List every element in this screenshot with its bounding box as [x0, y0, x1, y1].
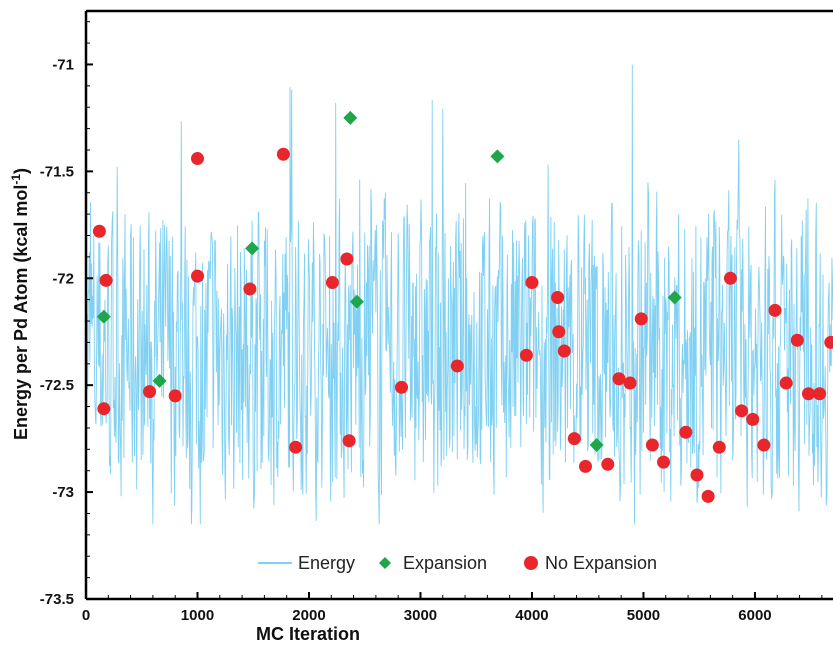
y-axis-title: Energy per Pd Atom (kcal mol-1): [9, 168, 31, 440]
x-tick-label: 1000: [181, 607, 214, 624]
energy-line-layer: [86, 64, 833, 525]
no-expansion-point: [168, 389, 182, 403]
no-expansion-point: [289, 440, 303, 454]
tick-labels: -73.5 -73 -72.5 -72 -71.5 -71 0 1000 2000 3000 400…: [40, 56, 772, 624]
no-expansion-point: [340, 252, 354, 266]
x-tick-label: 5000: [627, 607, 660, 624]
legend-energy-label: Energy: [298, 553, 355, 573]
expansion-point: [490, 149, 505, 164]
x-tick-label: 2000: [292, 607, 325, 624]
no-expansion-point: [519, 348, 533, 362]
no-expansion-point: [578, 459, 592, 473]
expansion-point: [667, 290, 682, 305]
y-tick-label: -72: [52, 270, 74, 287]
y-tick-label: -71.5: [40, 163, 74, 180]
expansion-point: [152, 373, 167, 388]
no-expansion-point: [97, 402, 111, 416]
no-expansion-point: [701, 489, 715, 503]
no-expansion-point: [190, 152, 204, 166]
no-expansion-point: [824, 335, 833, 349]
no-expansion-point: [99, 273, 113, 287]
no-expansion-point: [276, 147, 290, 161]
no-expansion-point: [712, 440, 726, 454]
no-expansion-point: [779, 376, 793, 390]
expansion-point: [589, 438, 604, 453]
marker-layer: [92, 110, 833, 503]
no-expansion-point: [790, 333, 804, 347]
legend-expansion-label: Expansion: [403, 553, 487, 573]
axes: [84, 9, 833, 601]
no-expansion-point: [801, 387, 815, 401]
no-expansion-point: [190, 269, 204, 283]
legend-expansion-swatch: [379, 557, 391, 569]
no-expansion-point: [243, 282, 257, 296]
no-expansion-point: [746, 412, 760, 426]
no-expansion-point: [645, 438, 659, 452]
no-expansion-point: [325, 276, 339, 290]
no-expansion-point: [623, 376, 637, 390]
no-expansion-point: [143, 385, 157, 399]
no-expansion-point: [342, 434, 356, 448]
no-expansion-point: [552, 325, 566, 339]
no-expansion-point: [525, 276, 539, 290]
expansion-point: [343, 110, 358, 125]
no-expansion-point: [601, 457, 615, 471]
no-expansion-point: [395, 380, 409, 394]
x-tick-label: 3000: [404, 607, 437, 624]
legend: Energy Expansion No Expansion: [258, 553, 657, 573]
no-expansion-point: [768, 303, 782, 317]
expansion-point: [349, 294, 364, 309]
y-tick-label: -72.5: [40, 377, 74, 394]
x-axis-title: MC Iteration: [256, 624, 360, 644]
no-expansion-point: [735, 404, 749, 418]
no-expansion-point: [757, 438, 771, 452]
legend-no-expansion-label: No Expansion: [545, 553, 657, 573]
no-expansion-point: [92, 224, 106, 238]
x-tick-label: 4000: [515, 607, 548, 624]
no-expansion-point: [723, 271, 737, 285]
no-expansion-point: [679, 425, 693, 439]
energy-series-line: [86, 64, 833, 525]
expansion-point: [96, 309, 111, 324]
y-tick-label: -73: [52, 484, 74, 501]
no-expansion-point: [551, 291, 565, 305]
legend-no-expansion-swatch: [524, 556, 538, 570]
no-expansion-point: [813, 387, 827, 401]
no-expansion-point: [557, 344, 571, 358]
x-tick-label: 0: [82, 607, 90, 624]
no-expansion-point: [634, 312, 648, 326]
no-expansion-point: [450, 359, 464, 373]
expansion-point: [245, 241, 260, 256]
no-expansion-point: [567, 432, 581, 446]
no-expansion-point: [690, 468, 704, 482]
x-tick-label: 6000: [738, 607, 771, 624]
no-expansion-point: [612, 372, 626, 386]
y-tick-label: -73.5: [40, 591, 74, 608]
no-expansion-point: [657, 455, 671, 469]
y-tick-label: -71: [52, 56, 74, 73]
